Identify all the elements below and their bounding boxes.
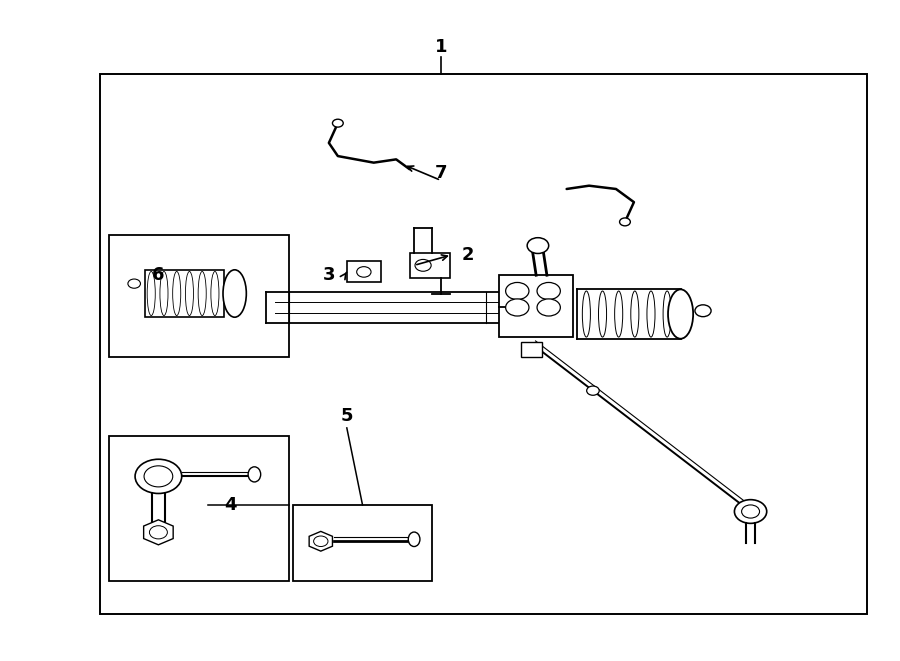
Ellipse shape [668, 290, 693, 338]
Circle shape [695, 305, 711, 317]
Circle shape [144, 466, 173, 487]
Bar [109, 235, 289, 357]
Circle shape [742, 505, 760, 518]
Text: 3: 3 [322, 266, 335, 284]
Bar [109, 436, 289, 580]
Circle shape [527, 238, 549, 253]
Text: 1: 1 [435, 38, 447, 56]
Bar [410, 253, 450, 278]
Text: 5: 5 [340, 407, 353, 425]
Circle shape [506, 299, 529, 316]
Circle shape [506, 282, 529, 299]
Ellipse shape [248, 467, 261, 482]
Circle shape [356, 266, 371, 277]
Circle shape [128, 279, 140, 288]
Circle shape [313, 536, 328, 547]
Bar [521, 342, 543, 357]
Circle shape [149, 525, 167, 539]
Text: 2: 2 [462, 246, 474, 264]
Bar [293, 505, 432, 580]
Circle shape [619, 218, 630, 226]
Circle shape [332, 119, 343, 127]
Circle shape [587, 386, 599, 395]
Ellipse shape [409, 532, 420, 547]
Circle shape [537, 282, 561, 299]
Bar [346, 261, 381, 282]
Bar [100, 74, 868, 613]
Circle shape [537, 299, 561, 316]
Text: 6: 6 [152, 266, 165, 284]
Circle shape [734, 500, 767, 524]
Text: 7: 7 [435, 163, 447, 182]
Bar [500, 275, 573, 337]
Text: 4: 4 [224, 496, 237, 514]
Circle shape [415, 259, 431, 271]
Bar [145, 270, 224, 317]
Ellipse shape [223, 270, 247, 317]
Circle shape [135, 459, 182, 494]
